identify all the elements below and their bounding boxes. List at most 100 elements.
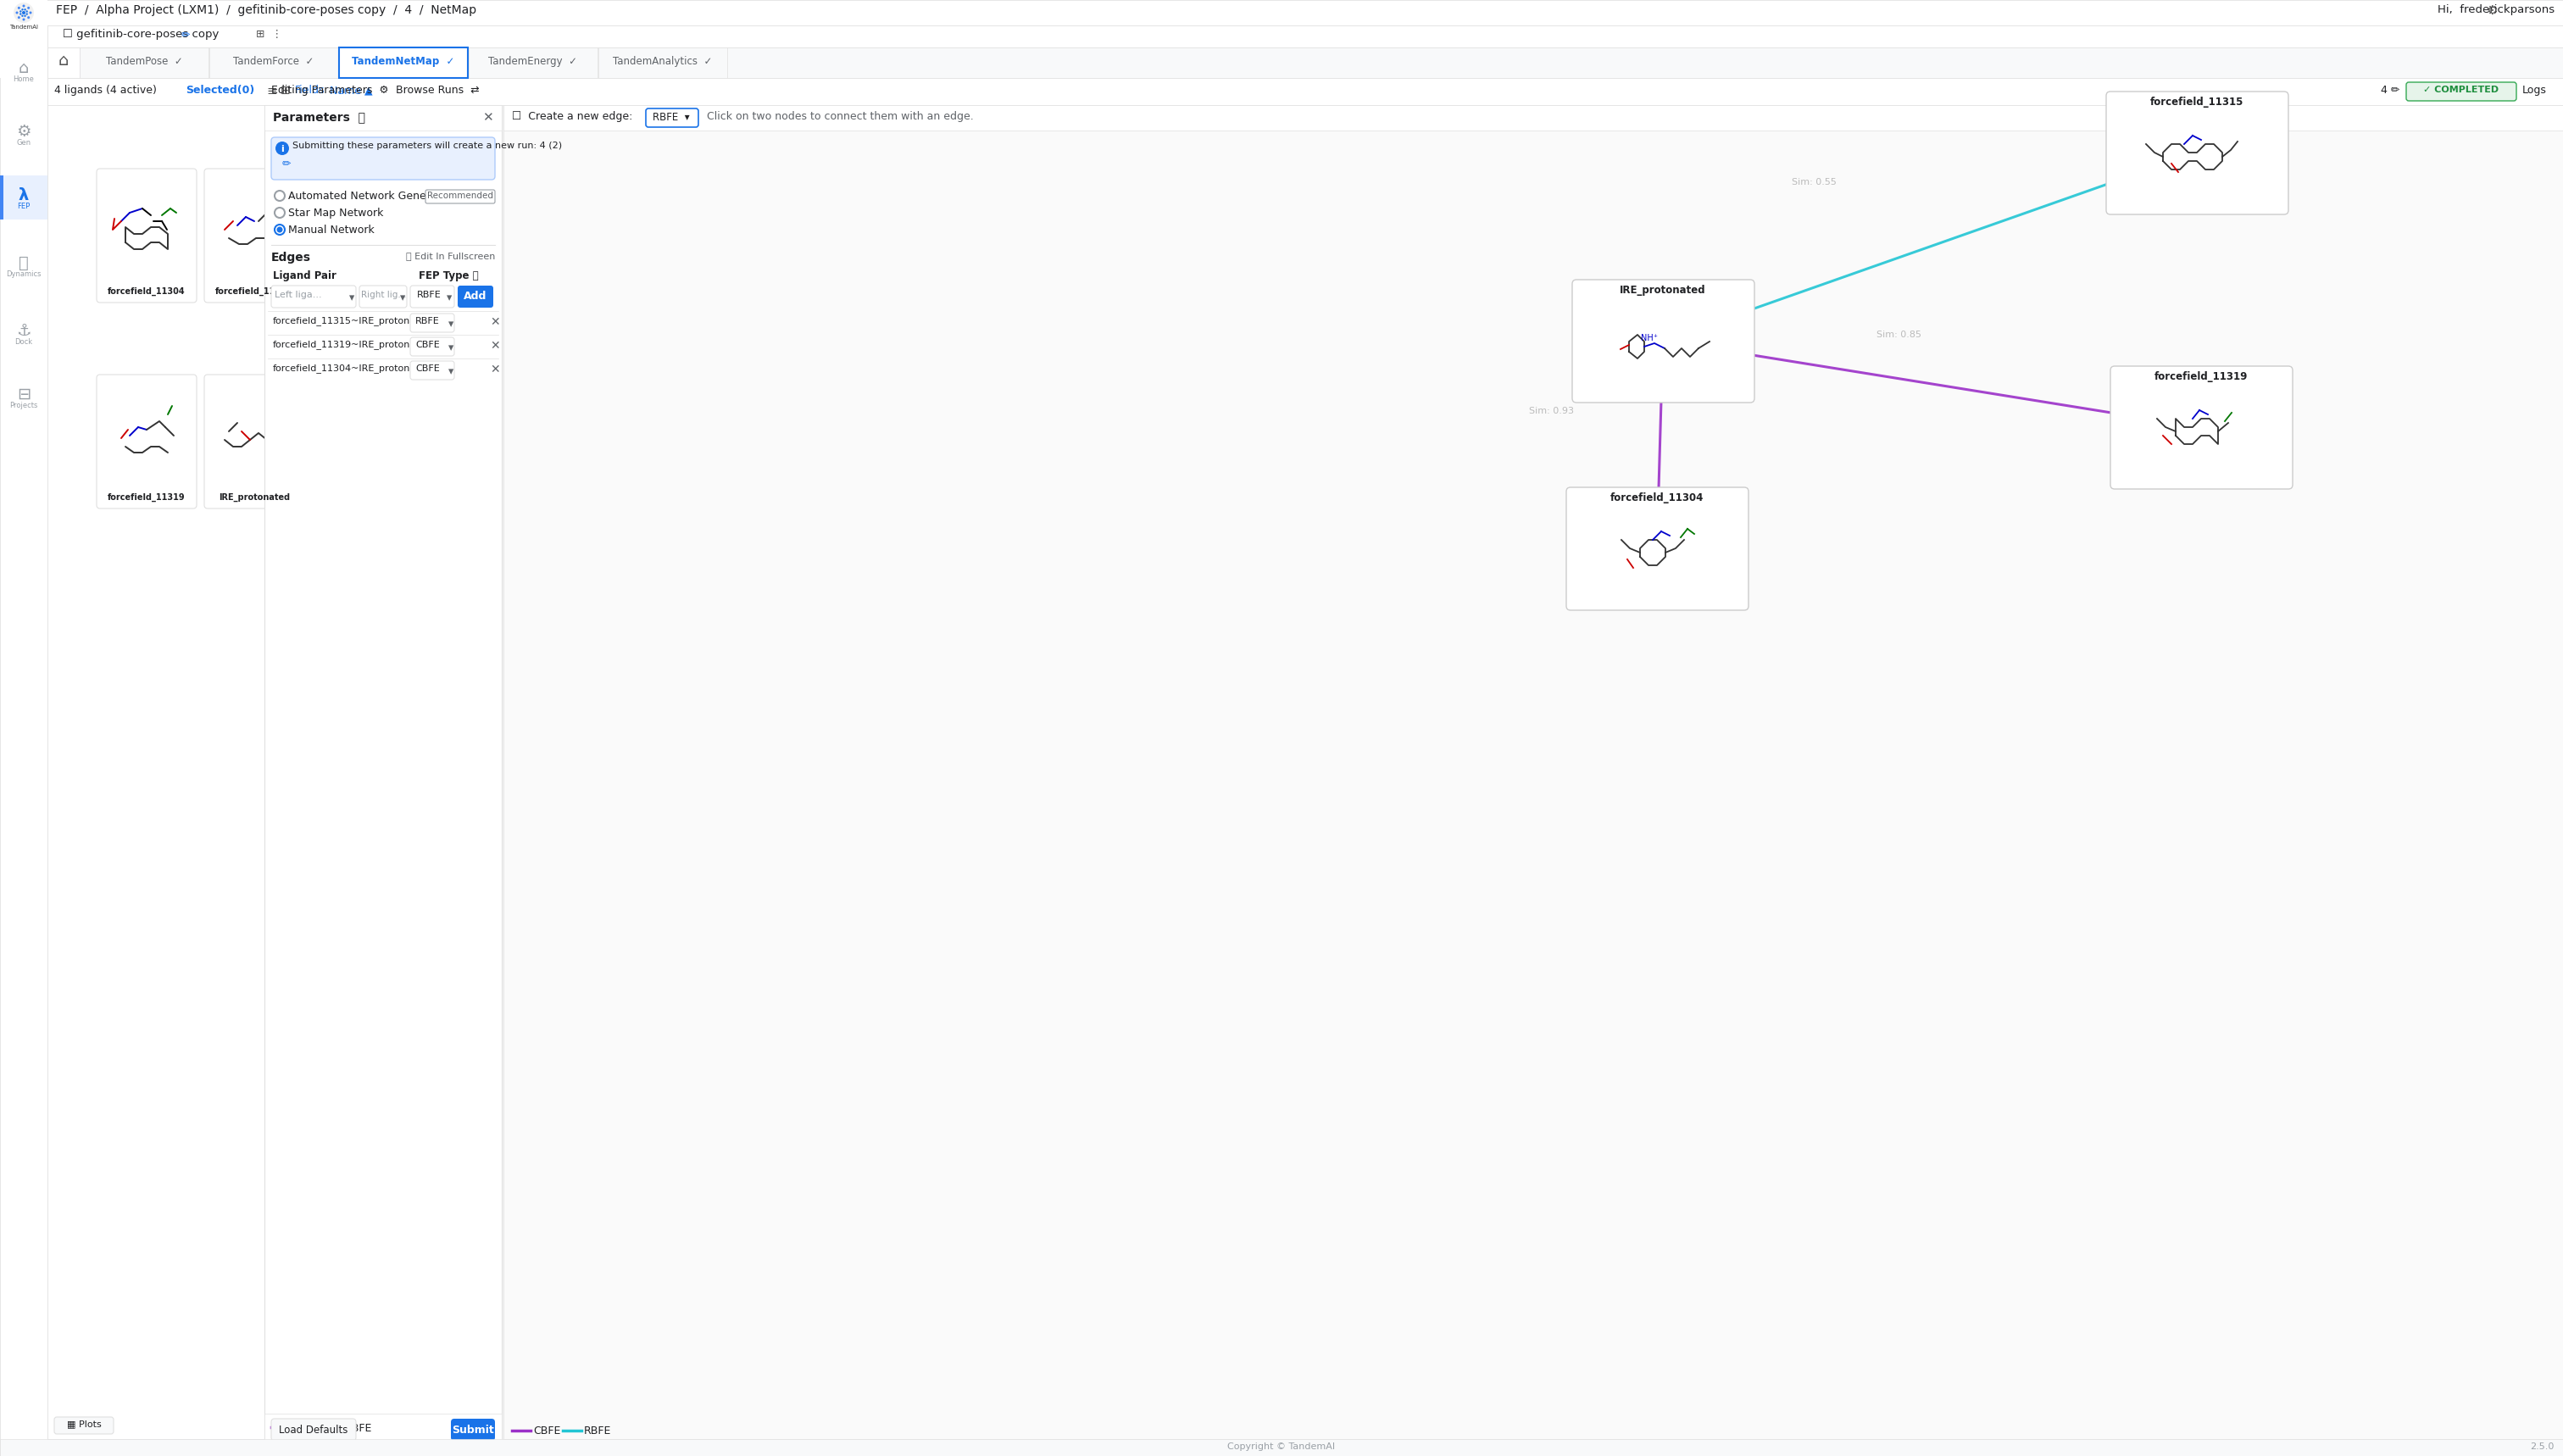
Circle shape xyxy=(274,141,290,156)
Text: CBFE: CBFE xyxy=(292,1423,320,1434)
FancyBboxPatch shape xyxy=(205,169,305,303)
Text: TandemEnergy  ✓: TandemEnergy ✓ xyxy=(490,55,577,67)
FancyBboxPatch shape xyxy=(2107,92,2289,214)
Text: Edges: Edges xyxy=(272,252,310,264)
Text: ✕: ✕ xyxy=(482,111,492,124)
Bar xyxy=(210,48,338,79)
Text: RBFE: RBFE xyxy=(415,317,441,326)
Text: Right lig...: Right lig... xyxy=(361,291,408,298)
FancyBboxPatch shape xyxy=(2407,82,2517,100)
Text: forcefield_11315: forcefield_11315 xyxy=(215,287,292,296)
Text: ✏: ✏ xyxy=(182,29,190,41)
Circle shape xyxy=(23,12,26,15)
Text: ⌂: ⌂ xyxy=(59,52,69,68)
Text: Automated Network Generation: Automated Network Generation xyxy=(287,191,456,202)
Text: ▾: ▾ xyxy=(449,342,454,354)
Text: ✕: ✕ xyxy=(490,316,500,328)
Text: ▾: ▾ xyxy=(449,319,454,329)
Text: ⚙: ⚙ xyxy=(15,124,31,140)
Text: Recommended: Recommended xyxy=(428,192,492,199)
Text: Star Map Network: Star Map Network xyxy=(287,208,384,218)
Text: RBFE  ▾: RBFE ▾ xyxy=(654,112,689,122)
Text: forcefield_11304: forcefield_11304 xyxy=(1610,492,1704,504)
Text: forcefield_11315: forcefield_11315 xyxy=(2150,96,2243,108)
Text: ☐ gefitinib-core-poses copy: ☐ gefitinib-core-poses copy xyxy=(62,29,218,39)
FancyBboxPatch shape xyxy=(2109,365,2294,489)
Text: Manual Network: Manual Network xyxy=(287,224,374,236)
Bar xyxy=(79,48,208,79)
Text: forcefield_11319: forcefield_11319 xyxy=(108,494,185,502)
FancyBboxPatch shape xyxy=(646,109,697,127)
Bar xyxy=(49,105,302,1439)
Bar xyxy=(597,48,728,79)
Text: FEP: FEP xyxy=(18,202,31,210)
Bar xyxy=(264,1414,502,1444)
Text: Browse Runs  ⇄: Browse Runs ⇄ xyxy=(395,84,479,96)
FancyBboxPatch shape xyxy=(451,1418,495,1441)
Text: ▾: ▾ xyxy=(446,293,451,303)
Bar xyxy=(49,48,2563,79)
Text: Dock: Dock xyxy=(15,338,33,345)
FancyBboxPatch shape xyxy=(359,285,408,307)
Text: Add: Add xyxy=(464,291,487,301)
Text: Gen: Gen xyxy=(15,138,31,147)
Text: ▾: ▾ xyxy=(449,365,454,377)
Bar xyxy=(502,105,2563,131)
Text: 4 ligands (4 active): 4 ligands (4 active) xyxy=(54,84,156,96)
Text: ✓ COMPLETED: ✓ COMPLETED xyxy=(2425,86,2499,95)
Text: Ligand Pair: Ligand Pair xyxy=(272,271,336,281)
Text: TandemPose  ✓: TandemPose ✓ xyxy=(105,55,182,67)
Text: Selected(0): Selected(0) xyxy=(185,84,254,96)
Text: ⛶ Edit In Fullscreen: ⛶ Edit In Fullscreen xyxy=(405,252,495,261)
Text: ▾: ▾ xyxy=(349,293,354,303)
Text: 4 ✏: 4 ✏ xyxy=(2381,84,2399,96)
FancyBboxPatch shape xyxy=(272,1418,356,1441)
Text: Load Defaults: Load Defaults xyxy=(279,1424,349,1436)
Bar xyxy=(49,25,2563,48)
FancyBboxPatch shape xyxy=(272,285,356,307)
Text: Left liga...: Left liga... xyxy=(274,291,323,298)
Text: CBFE: CBFE xyxy=(533,1425,561,1437)
Circle shape xyxy=(277,227,282,233)
Bar xyxy=(0,175,3,220)
Bar xyxy=(469,48,597,79)
Text: ▦ Plots: ▦ Plots xyxy=(67,1420,100,1428)
Text: forcefield_11304: forcefield_11304 xyxy=(108,287,185,296)
Text: ⊞  ⋮: ⊞ ⋮ xyxy=(256,29,282,39)
Text: Submitting these parameters will create a new run: 4 (2): Submitting these parameters will create … xyxy=(292,141,561,150)
Text: Projects: Projects xyxy=(10,402,38,409)
Bar xyxy=(3,175,49,220)
Bar xyxy=(264,105,502,1439)
Text: Dynamics: Dynamics xyxy=(5,271,41,278)
Bar xyxy=(49,48,79,79)
Text: forcefield_11315~IRE_protonated: forcefield_11315~IRE_protonated xyxy=(272,316,431,325)
Bar xyxy=(338,48,469,79)
Text: TandemAnalytics  ✓: TandemAnalytics ✓ xyxy=(613,55,713,67)
Text: RBFE: RBFE xyxy=(584,1425,613,1437)
Text: Parameters  🔒: Parameters 🔒 xyxy=(272,111,367,122)
Text: RBFE: RBFE xyxy=(346,1423,372,1434)
Text: i: i xyxy=(279,146,284,153)
Text: Home: Home xyxy=(13,76,33,83)
Text: Sim: 0.55: Sim: 0.55 xyxy=(1792,178,1835,186)
Text: ≡: ≡ xyxy=(267,84,277,98)
FancyBboxPatch shape xyxy=(410,313,454,332)
Text: CBFE: CBFE xyxy=(415,364,441,373)
FancyBboxPatch shape xyxy=(1571,280,1756,402)
FancyBboxPatch shape xyxy=(459,285,492,307)
Text: ✕: ✕ xyxy=(490,364,500,376)
Bar xyxy=(264,105,502,131)
Bar xyxy=(502,105,2563,1439)
FancyBboxPatch shape xyxy=(97,169,197,303)
FancyBboxPatch shape xyxy=(410,361,454,380)
FancyBboxPatch shape xyxy=(97,374,197,508)
Text: CBFE: CBFE xyxy=(415,341,441,349)
Text: ⊞: ⊞ xyxy=(279,84,290,96)
Text: RBFE: RBFE xyxy=(418,291,441,298)
Text: Name ▲: Name ▲ xyxy=(331,84,372,96)
FancyBboxPatch shape xyxy=(272,137,495,179)
Text: ⊟: ⊟ xyxy=(18,386,31,402)
Bar xyxy=(0,0,49,1456)
Text: Copyright © TandemAI: Copyright © TandemAI xyxy=(1228,1443,1335,1452)
Text: Click on two nodes to connect them with an edge.: Click on two nodes to connect them with … xyxy=(707,111,974,122)
